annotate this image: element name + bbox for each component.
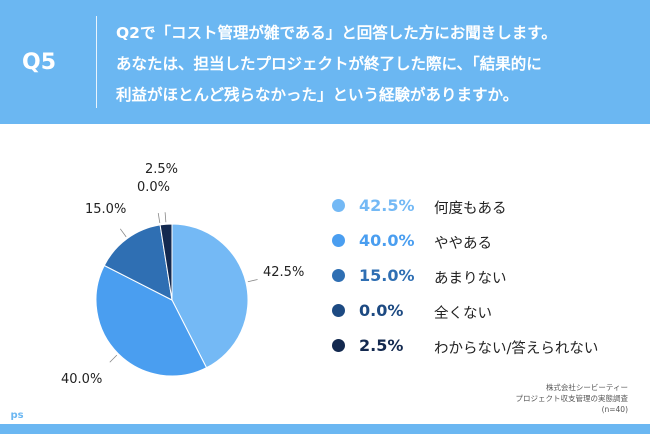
question-text: Q2で「コスト管理が雑である」と回答した方にお聞きします。 あなたは、担当したプ…	[116, 18, 636, 111]
legend-dot	[332, 304, 345, 317]
legend-item: 15.0% あまりない	[332, 266, 632, 301]
pie-chart	[95, 212, 258, 377]
pie-slice-0	[171, 223, 249, 369]
legend-percent: 40.0%	[359, 231, 415, 250]
legend-label: 全くない	[434, 306, 492, 322]
legend-percent: 0.0%	[359, 301, 404, 320]
source-credit: 株式会社シービーティー プロジェクト収支管理の実態調査 (n=40)	[516, 382, 629, 415]
credit-company: 株式会社シービーティー	[545, 383, 628, 392]
slice-label-42-5: 42.5%	[263, 265, 305, 280]
credit-survey: プロジェクト収支管理の実態調査	[515, 394, 629, 403]
chart-panel: 42.5% 40.0% 15.0% 0.0% 2.5% 42.5% 何度もある …	[0, 124, 650, 424]
leader-line-1	[109, 354, 118, 363]
pie-slice-1	[95, 264, 208, 377]
legend-label: あまりない	[434, 271, 507, 287]
leader-line-4	[164, 212, 167, 223]
leader-line-3	[157, 213, 161, 224]
legend-item: 2.5% わからない/答えられない	[332, 336, 632, 371]
brand-name: プロカン	[30, 406, 91, 425]
legend-percent: 15.0%	[359, 266, 415, 285]
brand-icon: ps	[8, 406, 26, 424]
slice-label-40-0: 40.0%	[61, 372, 103, 387]
leader-line-0	[247, 279, 258, 283]
legend-item: 40.0% ややある	[332, 231, 632, 266]
divider-line	[96, 16, 97, 108]
legend-label: 何度もある	[434, 201, 507, 217]
slice-label-2-5: 2.5%	[145, 162, 179, 177]
question-line-1: Q2で「コスト管理が雑である」と回答した方にお聞きします。	[116, 24, 557, 42]
pie-slice-2	[103, 224, 173, 301]
legend-label: ややある	[434, 236, 492, 252]
legend-dot	[332, 339, 345, 352]
legend-dot	[332, 269, 345, 282]
legend-label: わからない/答えられない	[434, 341, 599, 357]
slice-label-15-0: 15.0%	[85, 202, 127, 217]
leader-line-2	[119, 228, 127, 238]
legend: 42.5% 何度もある 40.0% ややある 15.0% あまりない 0.0% …	[332, 196, 632, 371]
legend-item: 0.0% 全くない	[332, 301, 632, 336]
question-line-3: 利益がほとんど残らなかった」という経験がありますか。	[116, 86, 519, 104]
legend-dot	[332, 234, 345, 247]
question-line-2: あなたは、担当したプロジェクトが終了した際に、「結果的に	[116, 55, 542, 73]
legend-item: 42.5% 何度もある	[332, 196, 632, 231]
credit-sample-size: (n=40)	[601, 405, 628, 414]
brand-logo: ps プロカン	[8, 402, 90, 428]
pie-slice-4	[159, 223, 173, 301]
question-number: Q5	[22, 50, 57, 75]
legend-dot	[332, 199, 345, 212]
legend-percent: 42.5%	[359, 196, 415, 215]
header-band: Q5 Q2で「コスト管理が雑である」と回答した方にお聞きします。 あなたは、担当…	[0, 0, 650, 120]
slice-label-0-0: 0.0%	[137, 180, 171, 195]
legend-percent: 2.5%	[359, 336, 404, 355]
